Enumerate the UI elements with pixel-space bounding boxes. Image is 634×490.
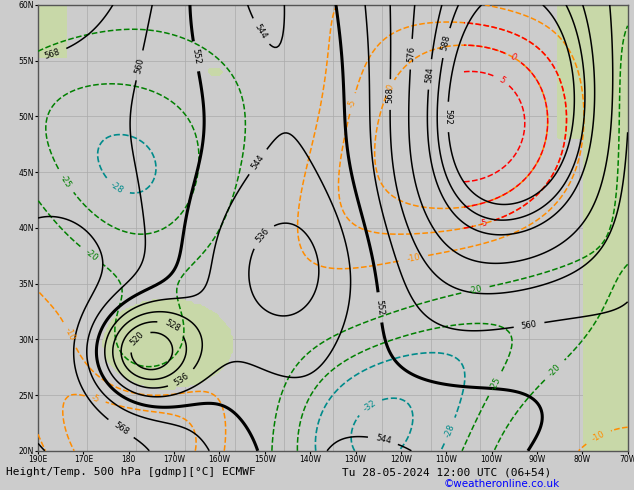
Text: 588: 588	[440, 34, 452, 52]
Text: -5: -5	[347, 98, 358, 109]
Text: Height/Temp. 500 hPa [gdmp][°C] ECMWF: Height/Temp. 500 hPa [gdmp][°C] ECMWF	[6, 467, 256, 477]
Text: 592: 592	[443, 109, 452, 125]
Text: 568: 568	[43, 48, 61, 61]
Text: 5: 5	[497, 74, 506, 85]
Text: 536: 536	[173, 371, 191, 388]
Text: ©weatheronline.co.uk: ©weatheronline.co.uk	[444, 479, 560, 489]
Text: -25: -25	[58, 173, 73, 189]
Text: 568: 568	[112, 420, 130, 437]
Text: 536: 536	[254, 227, 271, 245]
Text: -25: -25	[488, 375, 502, 392]
Text: -32: -32	[361, 398, 378, 414]
Text: 544: 544	[252, 23, 268, 41]
Text: -20: -20	[469, 284, 483, 295]
Text: 552: 552	[190, 48, 202, 65]
Text: -20: -20	[547, 362, 562, 378]
Text: 560: 560	[133, 57, 146, 74]
Text: 520: 520	[128, 330, 145, 347]
Text: -10: -10	[63, 326, 77, 343]
Text: 576: 576	[406, 46, 416, 62]
Text: 0: 0	[508, 52, 518, 63]
Text: -20: -20	[83, 247, 100, 263]
Text: 528: 528	[163, 318, 181, 334]
Text: -5: -5	[479, 218, 489, 229]
Text: 568: 568	[385, 86, 395, 102]
Text: -10: -10	[407, 252, 422, 264]
Text: 552: 552	[375, 299, 385, 316]
Text: 544: 544	[250, 153, 266, 171]
Text: Tu 28-05-2024 12:00 UTC (06+54): Tu 28-05-2024 12:00 UTC (06+54)	[342, 467, 552, 477]
Text: -10: -10	[590, 429, 606, 443]
Text: 560: 560	[521, 319, 538, 331]
Text: 544: 544	[375, 434, 392, 446]
Text: -5: -5	[90, 393, 101, 404]
Text: -28: -28	[109, 180, 125, 195]
Text: 0: 0	[385, 83, 395, 92]
Text: 584: 584	[425, 66, 435, 83]
Text: -28: -28	[443, 423, 456, 439]
